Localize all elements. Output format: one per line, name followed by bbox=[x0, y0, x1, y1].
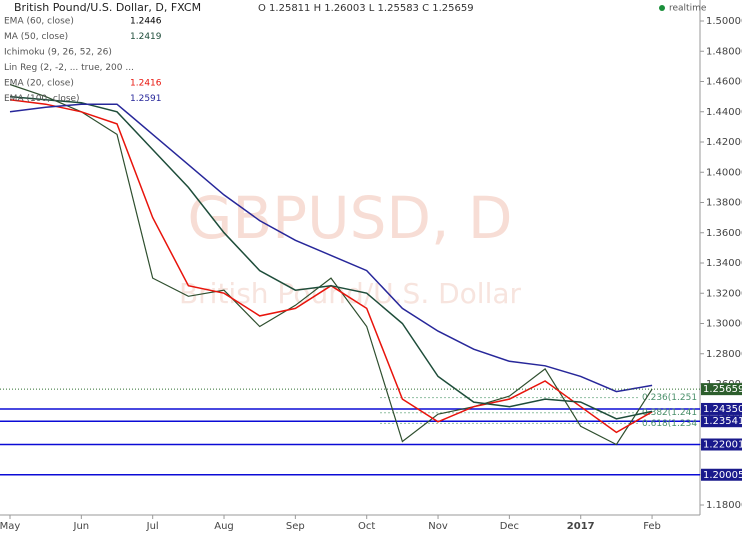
y-tick-label: 1.50000 bbox=[706, 16, 742, 27]
level-label-box bbox=[701, 438, 742, 451]
indicator-value: 1.2591 bbox=[130, 94, 162, 104]
series-line bbox=[9, 103, 653, 393]
level-label-box bbox=[701, 415, 742, 428]
indicator-value: 1.2446 bbox=[130, 17, 162, 27]
level-label: 1.22001 bbox=[703, 440, 742, 451]
x-tick-label: Jul bbox=[146, 521, 159, 532]
y-tick-label: 1.48000 bbox=[706, 46, 742, 57]
indicator-name: Lin Reg (2, -2, ... true, 200 ... bbox=[4, 63, 134, 73]
level-label: 1.23541 bbox=[703, 416, 742, 427]
x-tick-label: Feb bbox=[643, 521, 661, 532]
indicator-name: EMA (100, close) bbox=[4, 94, 80, 104]
x-tick-label: Oct bbox=[358, 521, 375, 532]
x-tick-label: Aug bbox=[214, 521, 234, 532]
x-tick-label: Sep bbox=[286, 521, 305, 532]
indicator-name: Ichimoku (9, 26, 52, 26) bbox=[4, 48, 112, 58]
x-tick-label: Jun bbox=[73, 521, 90, 532]
level-label: 1.24350 bbox=[703, 404, 742, 415]
level-label-box bbox=[701, 468, 742, 481]
indicator-value: 1.2419 bbox=[130, 32, 162, 42]
fib-label: 0.382(1.241 bbox=[642, 408, 697, 418]
watermark: GBPUSD, D bbox=[187, 184, 512, 252]
realtime-dot bbox=[659, 5, 665, 11]
series-line bbox=[9, 95, 653, 420]
level-label: 1.20005 bbox=[703, 470, 742, 481]
fib-label: 0.236(1.251 bbox=[642, 393, 697, 403]
y-tick-label: 1.40000 bbox=[706, 167, 742, 178]
series-line bbox=[9, 83, 653, 446]
y-tick-label: 1.36000 bbox=[706, 228, 742, 239]
ohlc: O 1.25811 H 1.26003 L 1.25583 C 1.25659 bbox=[258, 3, 474, 14]
level-label-box bbox=[701, 402, 742, 415]
realtime: realtime bbox=[669, 4, 707, 14]
x-tick-label: Nov bbox=[428, 521, 448, 532]
y-tick-label: 1.32000 bbox=[706, 288, 742, 299]
y-tick-label: 1.34000 bbox=[706, 258, 742, 269]
x-tick-label: Dec bbox=[500, 521, 519, 532]
y-tick-label: 1.38000 bbox=[706, 198, 742, 209]
indicator-value: 1.2416 bbox=[130, 79, 162, 89]
last-price-box bbox=[701, 383, 742, 396]
indicator-name: MA (50, close) bbox=[4, 32, 68, 42]
y-tick-label: 1.18000 bbox=[706, 500, 742, 511]
y-tick-label: 1.46000 bbox=[706, 77, 742, 88]
y-tick-label: 1.44000 bbox=[706, 107, 742, 118]
x-tick-label: May bbox=[0, 521, 20, 532]
x-tick-label: 2017 bbox=[567, 521, 595, 532]
indicator-name: EMA (60, close) bbox=[4, 17, 74, 27]
fib-label: 0.618(1.234 bbox=[642, 419, 697, 429]
y-tick-label: 1.28000 bbox=[706, 349, 742, 360]
indicator-name: EMA (20, close) bbox=[4, 79, 74, 89]
y-tick-label: 1.30000 bbox=[706, 319, 742, 330]
y-tick-label: 1.42000 bbox=[706, 137, 742, 148]
last-price-label: 1.25659 bbox=[703, 384, 742, 395]
chart-title: British Pound/U.S. Dollar, D, FXCM bbox=[14, 1, 201, 14]
